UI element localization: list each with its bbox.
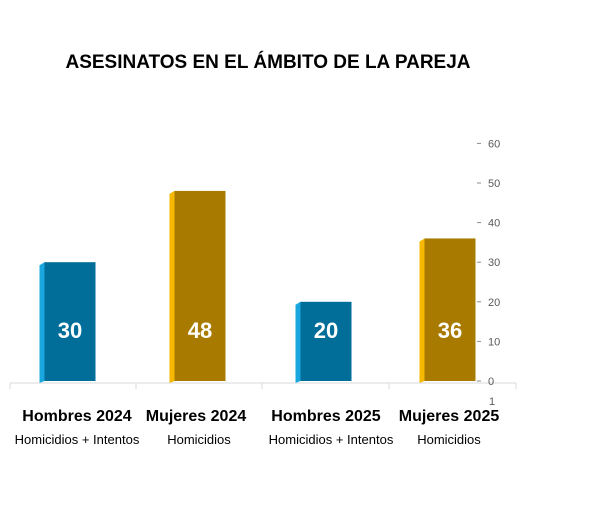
bar-side-face: [40, 262, 45, 383]
category-label: Hombres 2024: [22, 408, 131, 425]
category-sublabel: Homicidios: [167, 432, 231, 447]
bar-group: [170, 191, 226, 383]
y-tick-label: 0: [488, 376, 494, 388]
y-tick-label: 10: [488, 336, 500, 348]
data-label: 36: [438, 318, 462, 343]
data-label: 30: [58, 318, 82, 343]
category-label: Mujeres 2025: [399, 408, 500, 425]
data-label: 48: [188, 318, 212, 343]
y-tick-label: 30: [488, 257, 500, 269]
category-label: Mujeres 2024: [146, 408, 247, 425]
bar-side-face: [296, 302, 301, 383]
category-label: Hombres 2025: [271, 408, 380, 425]
bar-side-face: [420, 238, 425, 383]
y-tick-label: 50: [488, 178, 500, 190]
y-tick-label: 60: [488, 138, 500, 150]
data-label: 20: [314, 318, 338, 343]
bar-group: [420, 238, 476, 383]
category-sublabel: Homicidios + Intentos: [269, 432, 394, 447]
category-sublabel: Homicidios: [417, 432, 481, 447]
bar-side-face: [170, 191, 175, 383]
bar: [425, 238, 476, 381]
axis-extra-label: 1: [489, 396, 495, 408]
y-tick-label: 20: [488, 297, 500, 309]
category-sublabel: Homicidios + Intentos: [15, 432, 140, 447]
bar: [175, 191, 226, 381]
chart-title: ASESINATOS EN EL ÁMBITO DE LA PAREJA: [65, 51, 470, 73]
y-tick-label: 40: [488, 218, 500, 230]
